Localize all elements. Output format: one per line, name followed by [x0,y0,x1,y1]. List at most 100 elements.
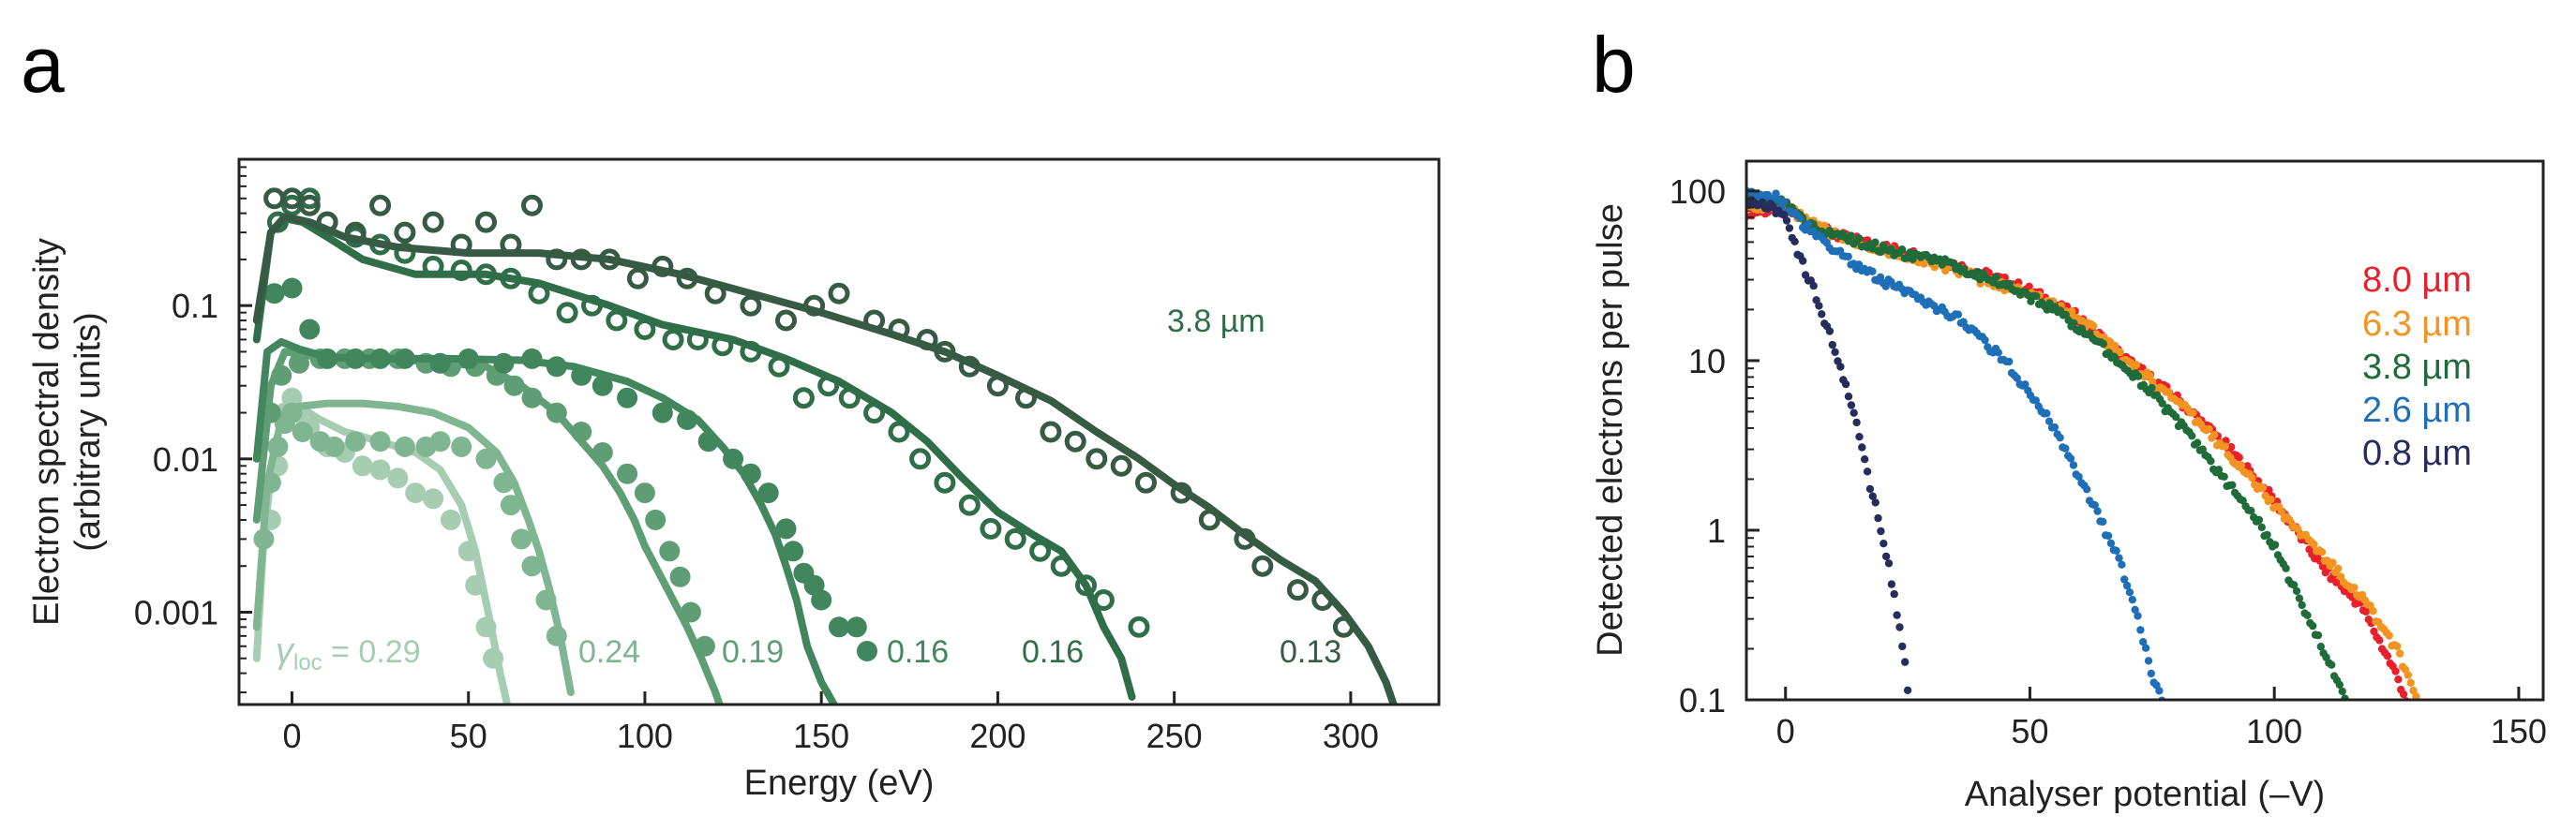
legend-entry-6.3um: 6.3 µm [2362,304,2472,344]
data-point-2.6m-3-130 [2090,501,2099,510]
legend-entry-2.6um: 2.6 µm [2362,391,2472,430]
data-point-3.8m-2-48 [1871,238,1880,246]
legend-entry-0.8um: 0.8 µm [2362,434,2472,473]
data-point-2.6m-3-139 [2115,554,2123,562]
panel-a-x-tick-label-250: 250 [1146,717,1203,755]
data-point-3.8m-2-155 [2158,399,2166,408]
data-point-2.6m-3-143 [2125,588,2134,597]
data-point-2.6m-3-146 [2134,612,2142,620]
panel-a-plot-area [252,187,1398,705]
data-point-0.8m-4-37 [1841,379,1850,389]
data-point-2.6m-3-148 [2139,638,2148,646]
data-point-0.8m-4-54 [1887,580,1896,588]
data-point-6.3m-1-242 [2393,642,2402,651]
data-point-0.24-1-18 [521,556,543,577]
data-point-0.16-3-1 [281,277,303,299]
panel-b-x-tick-label-150: 150 [2491,712,2547,750]
data-point-0.16-4-29 [980,517,1002,540]
data-point-6.3m-1-66 [1920,260,1928,268]
data-point-0.16-4-12 [556,302,578,324]
data-point-2.6m-3-136 [2106,539,2116,548]
data-point-6.3m-1-150 [2146,371,2154,380]
data-point-6.3m-1-184 [2237,461,2246,469]
panel-b-x-tick-label-0: 0 [1776,712,1795,750]
data-point-2.6m-3-150 [2144,657,2153,665]
gamma-symbol: γ [276,631,295,671]
panel-b-plot-frame [1745,159,2545,702]
data-point-3.8m-2-205 [2292,586,2301,596]
data-point-0.8m-4-59 [1901,658,1910,666]
panel-a-wavelength-annotation: 3.8 µm [1167,304,1266,339]
data-point-3.8m-2-213 [2314,631,2323,640]
data-point-0.13-5-22 [828,282,850,304]
data-point-6.3m-1-195 [2267,496,2275,504]
data-point-0.16-3-21 [775,518,797,540]
data-point-0.8m-4-27 [1815,302,1823,310]
panel-a-plot-frame [237,157,1441,706]
data-point-0.13-5-31 [1064,430,1086,453]
data-point-0.8m-4-33 [1831,348,1839,356]
panel-a-x-tick-label-300: 300 [1323,717,1379,755]
data-point-6.3m-1-211 [2310,540,2318,549]
data-point-2.6m-3-119 [2061,444,2070,453]
panel-b-y-tick-label-10: 10 [1688,342,1726,380]
data-point-0.8m-4-56 [1893,611,1901,619]
data-point-8.0m-0-194 [2265,485,2273,495]
panel-b-marks [1746,186,2420,700]
data-point-2.6m-3-38 [1844,252,1852,261]
data-point-3.8m-2-221 [2335,680,2344,690]
data-point-0.8m-4-52 [1881,552,1891,561]
data-point-0.24-1-7 [323,436,345,457]
data-point-2.6m-3-121 [2066,454,2075,463]
panel-a-y-tick-label-0.1: 0.1 [172,287,218,325]
data-point-3.8m-2-222 [2338,687,2346,696]
series-0.13-5 [252,187,1398,705]
series-0.16-label-marker [857,641,877,661]
series-0.16-4 [252,187,1150,701]
data-point-2.6m-3-23 [1804,219,1813,229]
data-point-8.0m-0-183 [2235,453,2243,462]
data-point-0.8m-4-48 [1871,498,1880,507]
data-point-0.16-3-26 [829,616,849,638]
panel-a-x-tick-label-0: 0 [282,717,301,755]
data-point-0.19-2-18 [645,509,666,530]
data-point-6.3m-1-239 [2385,631,2393,640]
data-point-0.24-1-13 [451,436,472,457]
data-point-0.16-4-30 [1004,527,1026,550]
data-point-0.13-5-38 [1251,555,1274,577]
data-point-0.8m-4-32 [1828,340,1837,349]
data-point-2.6m-3-98 [2005,357,2014,366]
data-point-0.24-1-14 [475,448,497,469]
panel-a-y-tick-label-0.001: 0.001 [134,593,218,631]
data-point-2.6m-3-20 [1796,214,1805,222]
data-point-0.8m-4-60 [1903,686,1912,694]
data-point-6.3m-1-172 [2205,424,2213,434]
data-point-3.8m-2-93 [1992,273,2000,282]
data-point-3.8m-2-178 [2220,472,2228,481]
data-point-0.16-4-25 [888,421,910,443]
panel-b-y-axis-label: Detected electrons per pulse [1591,203,1630,657]
data-point-0.29-0-10 [387,467,409,489]
data-point-3.8m-2-176 [2214,466,2224,474]
data-point-2.6m-3-124 [2074,472,2083,482]
data-point-2.6m-3-149 [2141,644,2150,652]
panel-a-marks [252,187,1398,705]
data-point-6.3m-1-135 [2105,337,2114,346]
gamma-value: = 0.29 [322,634,421,670]
series-0.16-3 [252,277,867,705]
data-point-2.6m-3-14 [1779,198,1789,206]
data-point-0.8m-4-47 [1868,492,1878,500]
series-label-0.16-open: 0.16 [1022,634,1084,670]
data-point-6.3m-1-178 [2221,442,2229,451]
panel-a-y-tick-label-0.01: 0.01 [153,440,218,479]
data-point-0.16-3-13 [592,375,613,396]
panel-b-y-tick-label-0.1: 0.1 [1679,681,1726,720]
series-0.24-1 [252,399,575,696]
data-point-2.6m-3-122 [2069,461,2078,469]
data-point-0.16-3-14 [617,387,638,408]
data-point-0.8m-4-44 [1861,455,1869,464]
data-point-3.8m-2-218 [2328,660,2336,669]
data-point-3.8m-2-207 [2298,601,2306,610]
fit-curve-0.16-4 [252,215,1136,701]
panel-letter-b: b [1592,21,1636,109]
